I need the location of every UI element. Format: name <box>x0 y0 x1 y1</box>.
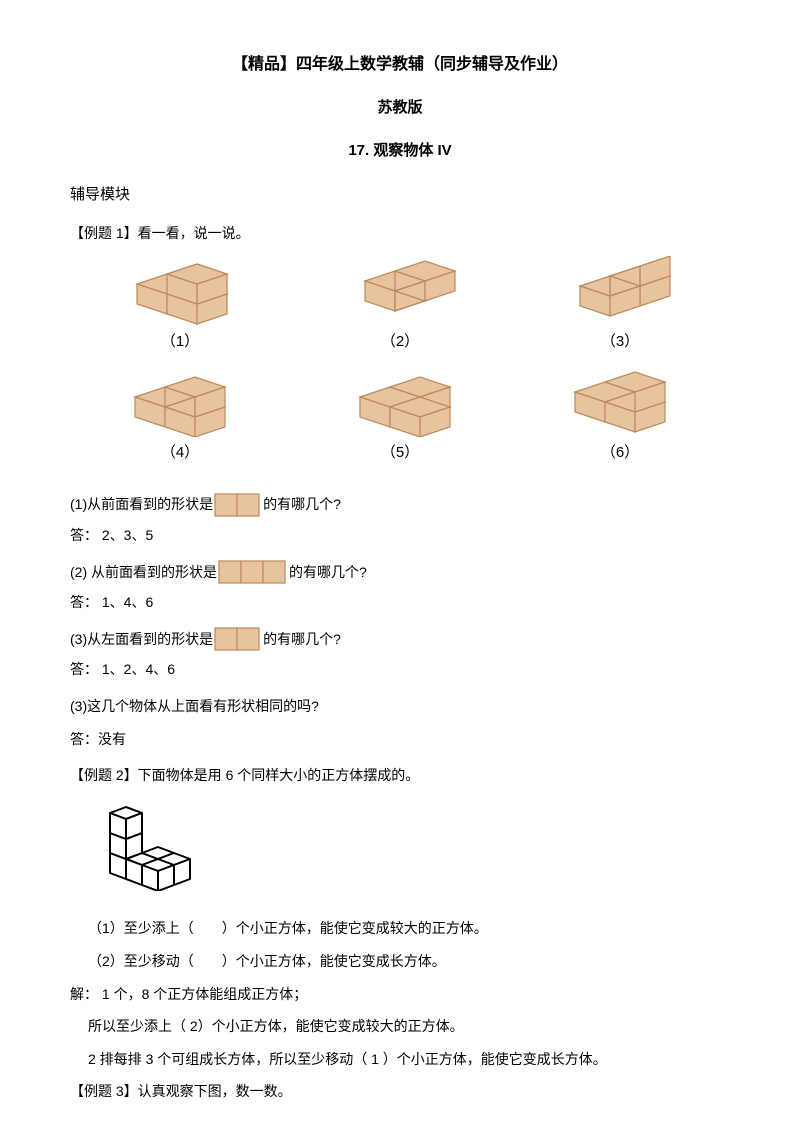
ex2-sol1: 解： 1 个，8 个正方体能组成正方体； <box>70 981 730 1008</box>
title-publisher: 苏教版 <box>70 94 730 123</box>
cube-figure-2 <box>335 256 465 326</box>
cube-label-6: （6） <box>535 439 705 468</box>
cube-cell-1: （1） <box>95 256 265 357</box>
cube-label-5: （5） <box>315 439 485 468</box>
q2-pre: (2) 从前面看到的形状是 <box>70 559 217 586</box>
example3-head: 【例题 3】认真观察下图，数一数。 <box>70 1078 730 1105</box>
title-chapter: 17. 观察物体 IV <box>70 137 730 166</box>
two-square-icon-b <box>213 626 263 652</box>
cube-label-3: （3） <box>535 328 705 357</box>
q4: (3)这几个物体从上面看有形状相同的吗? <box>70 693 730 720</box>
q1-pre: (1)从前面看到的形状是 <box>70 491 213 518</box>
ex2-sol3: 2 排每排 3 个可组成长方体，所以至少移动（ 1 ）个小正方体，能使它变成长方… <box>70 1046 730 1073</box>
ex2-sol2: 所以至少添上（ 2）个小正方体，能使它变成较大的正方体。 <box>70 1013 730 1040</box>
cube-label-1: （1） <box>95 328 265 357</box>
ex2-q1: （1）至少添上（ ）个小正方体，能使它变成较大的正方体。 <box>70 915 730 942</box>
cube-label-4: （4） <box>95 439 265 468</box>
cube-cell-5: （5） <box>315 367 485 468</box>
three-square-icon <box>217 559 289 585</box>
cube-cell-3: （3） <box>535 256 705 357</box>
title-main: 【精品】四年级上数学教辅（同步辅导及作业） <box>70 50 730 80</box>
q3-post: 的有哪几个? <box>263 626 341 653</box>
ex2-q2: （2）至少移动（ ）个小正方体，能使它变成长方体。 <box>70 948 730 975</box>
cube-figure-6 <box>555 367 685 437</box>
q3-line: (3)从左面看到的形状是 的有哪几个? <box>70 626 730 653</box>
cube-figure-1 <box>115 256 245 326</box>
q2-post: 的有哪几个? <box>289 559 367 586</box>
cube-figure-3 <box>555 256 685 326</box>
example2-figure <box>100 801 730 900</box>
a1: 答： 2、3、5 <box>70 522 730 549</box>
a3: 答： 1、2、4、6 <box>70 656 730 683</box>
example1-head: 【例题 1】看一看，说一说。 <box>70 220 730 247</box>
cube-cell-2: （2） <box>315 256 485 357</box>
a2: 答： 1、4、6 <box>70 589 730 616</box>
six-cube-figure <box>100 801 210 891</box>
cube-figure-4 <box>115 367 245 437</box>
a4: 答：没有 <box>70 726 730 753</box>
q1-line: (1)从前面看到的形状是 的有哪几个? <box>70 491 730 518</box>
q3-pre: (3)从左面看到的形状是 <box>70 626 213 653</box>
cubes-grid: （1） （2） <box>70 256 730 477</box>
cube-label-2: （2） <box>315 328 485 357</box>
example2-head: 【例题 2】下面物体是用 6 个同样大小的正方体摆成的。 <box>70 762 730 789</box>
section-heading: 辅导模块 <box>70 181 730 210</box>
q2-line: (2) 从前面看到的形状是 的有哪几个? <box>70 559 730 586</box>
cube-figure-5 <box>335 367 465 437</box>
cube-cell-4: （4） <box>95 367 265 468</box>
q1-post: 的有哪几个? <box>263 491 341 518</box>
cube-cell-6: （6） <box>535 367 705 468</box>
two-square-icon <box>213 492 263 518</box>
